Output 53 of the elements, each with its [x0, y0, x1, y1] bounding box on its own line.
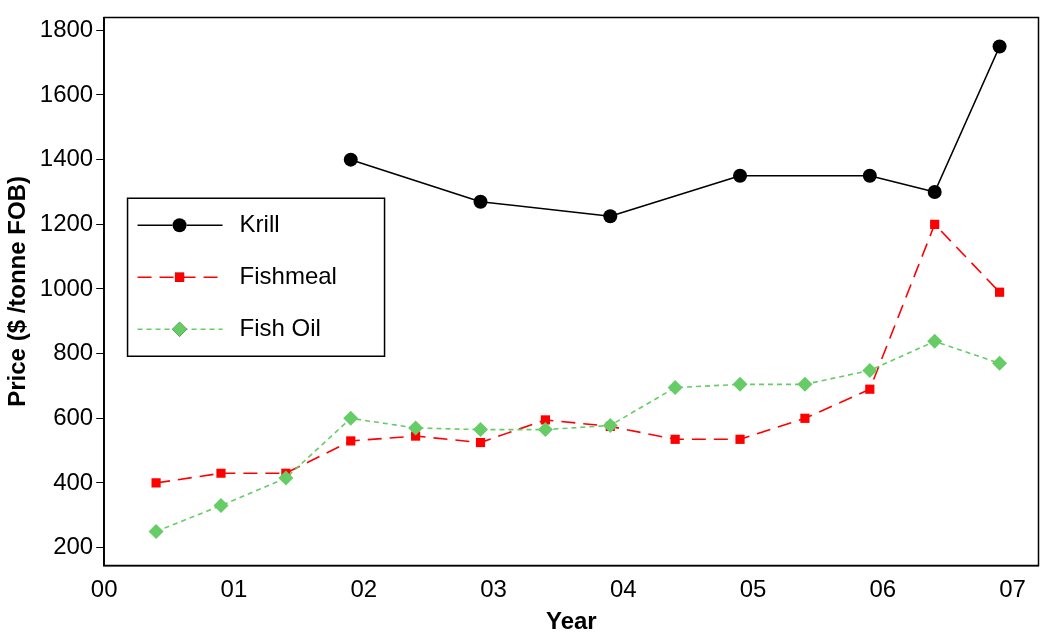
x-tick-label: 01 — [220, 575, 248, 603]
x-tick-label: 04 — [609, 575, 637, 603]
point — [473, 194, 488, 209]
point — [475, 437, 486, 448]
legend-label: Fishmeal — [239, 261, 337, 289]
point — [537, 422, 553, 438]
point — [667, 380, 683, 396]
x-tick-label: 03 — [480, 575, 507, 603]
point — [148, 523, 164, 539]
point — [343, 410, 359, 426]
point — [343, 152, 358, 167]
point — [408, 420, 424, 436]
x-axis-title: Year — [545, 607, 597, 635]
point — [346, 436, 356, 446]
point — [862, 168, 877, 183]
point — [862, 362, 878, 378]
x-tick-label: 07 — [999, 575, 1026, 603]
x-tick-label: 02 — [350, 575, 378, 603]
point — [473, 422, 489, 438]
point — [865, 384, 875, 394]
y-tick-label: 400 — [53, 467, 94, 495]
point — [800, 413, 810, 423]
point — [733, 168, 748, 183]
x-tick-label: 00 — [90, 575, 118, 603]
point — [278, 470, 294, 486]
point — [670, 434, 680, 444]
point — [732, 376, 748, 392]
y-tick-label: 1200 — [39, 208, 94, 236]
y-tick-label: 1000 — [39, 273, 94, 301]
point — [735, 434, 745, 444]
point — [213, 498, 229, 514]
point — [603, 209, 618, 224]
x-tick-label: 06 — [869, 575, 897, 603]
y-axis-title: Price ($ /tonne FOB) — [3, 176, 31, 407]
point — [602, 417, 618, 433]
y-tick-label: 800 — [53, 338, 94, 366]
y-tick-label: 1600 — [39, 79, 94, 107]
point — [927, 333, 943, 349]
x-tick-label: 05 — [739, 575, 767, 603]
point — [797, 376, 813, 392]
point — [992, 355, 1008, 371]
y-tick-label: 200 — [53, 532, 94, 560]
point — [151, 478, 161, 488]
y-tick-label: 1400 — [39, 144, 94, 172]
y-tick-label: 600 — [53, 402, 94, 430]
legend-label: Krill — [239, 209, 280, 237]
y-tick-label: 1800 — [39, 14, 94, 42]
point — [927, 184, 942, 199]
point — [992, 39, 1007, 54]
point — [994, 287, 1005, 297]
point — [216, 468, 226, 478]
point — [930, 219, 940, 229]
legend-label: Fish Oil — [239, 313, 321, 341]
